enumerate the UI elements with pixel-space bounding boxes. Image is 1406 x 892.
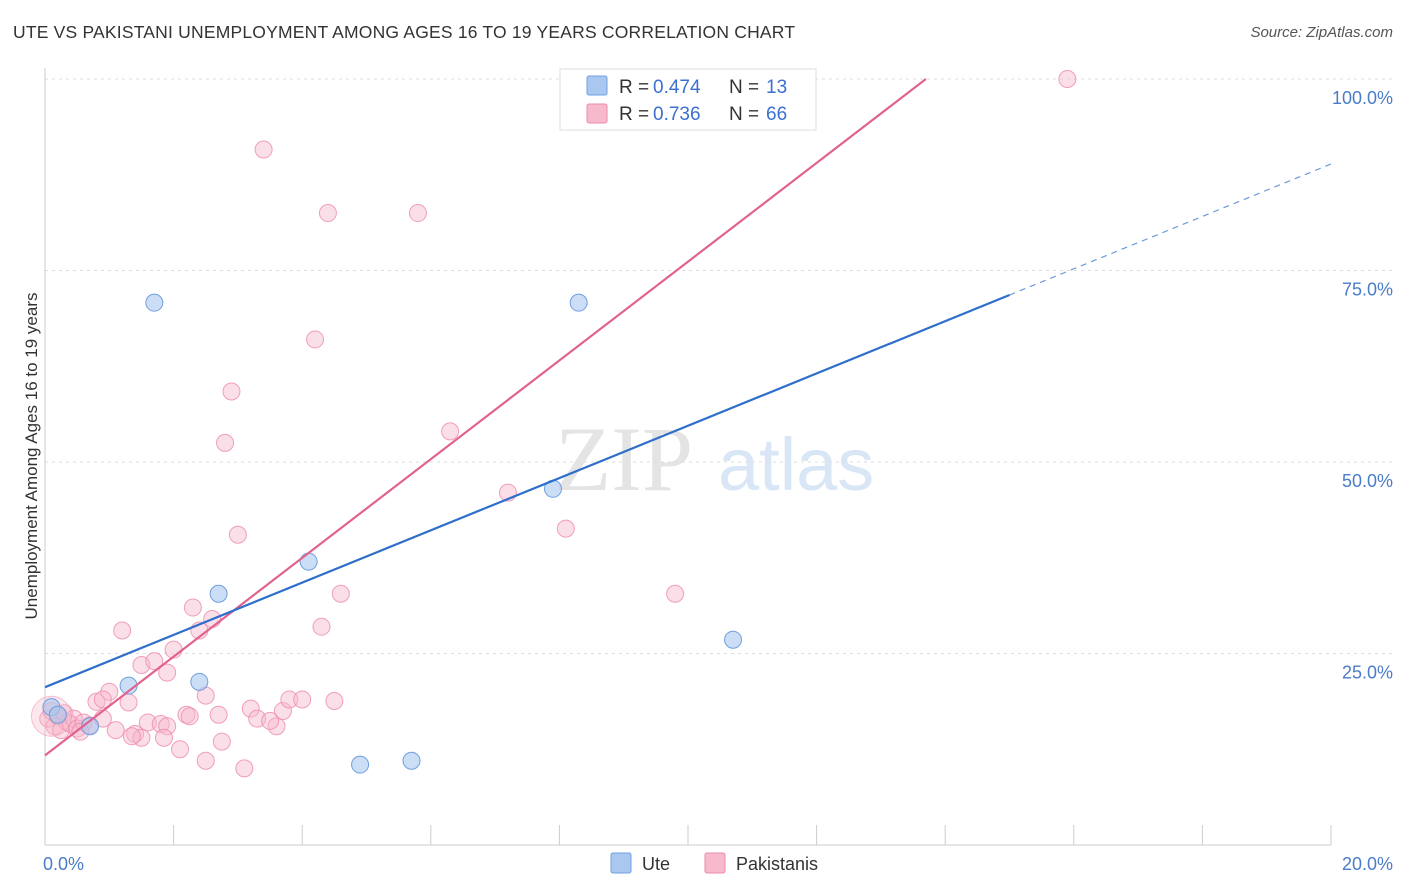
pakistanis-point [209, 705, 228, 724]
pakistanis-point [177, 705, 196, 724]
pakistanis-point [228, 525, 247, 544]
pakistanis-point [180, 707, 199, 726]
pakistanis-point [196, 751, 215, 770]
bottom-legend: Ute Pakistanis [610, 852, 818, 874]
pakistanis-trend-line [44, 78, 927, 757]
ute-point [351, 755, 370, 774]
y-axis-title: Unemployment Among Ages 16 to 19 years [22, 293, 41, 620]
pakistanis-point [666, 584, 685, 603]
pakistanis-point [273, 701, 292, 720]
x-tick-label-0: 0.0% [43, 854, 84, 874]
legend-ute-r-label: R = [619, 77, 649, 98]
pakistanis-point [293, 690, 312, 709]
chart-title: UTE VS PAKISTANI UNEMPLOYMENT AMONG AGES… [13, 22, 796, 42]
y-tick-label-2: 75.0% [1342, 280, 1393, 300]
pakistanis-point [441, 422, 460, 441]
legend-ute-n-label: N = [729, 77, 759, 98]
ute-point [145, 293, 164, 312]
pakistanis-point [171, 740, 190, 759]
pakistanis-point [93, 690, 112, 709]
pakistanis-point [113, 621, 132, 640]
bottom-legend-ute-swatch [610, 852, 632, 874]
pakistanis-point [261, 711, 280, 730]
ute-point [402, 751, 421, 770]
watermark: ZIP atlas [555, 408, 874, 510]
pakistanis-point [138, 713, 157, 732]
pakistanis-points [30, 70, 1077, 778]
top-legend: R = 0.474 N = 13 R = 0.736 N = 66 [559, 68, 817, 131]
pakistanis-point [408, 204, 427, 223]
chart-source: Source: ZipAtlas.com [1250, 24, 1393, 41]
pakistanis-point [331, 584, 350, 603]
pakistanis-point [556, 519, 575, 538]
tick-layer: 25.0% 50.0% 75.0% 100.0% 0.0% 20.0% [43, 88, 1393, 874]
ute-points [42, 293, 743, 774]
ute-point [299, 552, 318, 571]
pakistanis-point [183, 598, 202, 617]
ute-trend-extension [1009, 163, 1332, 296]
pakistanis-point [312, 617, 331, 636]
grid-layer [45, 78, 1395, 654]
pakistanis-point [158, 717, 177, 736]
pakistanis-point [216, 433, 235, 452]
pakistanis-point [100, 682, 119, 701]
pakistanis-point [222, 382, 241, 401]
ute-point [190, 672, 209, 691]
pakistanis-point [325, 691, 344, 710]
bottom-legend-pak-swatch [704, 852, 726, 874]
ute-point [724, 630, 743, 649]
pakistanis-point [158, 663, 177, 682]
ute-point [209, 584, 228, 603]
pakistanis-point [306, 330, 325, 349]
watermark-zip: ZIP [555, 408, 693, 510]
pakistanis-point [280, 690, 299, 709]
pakistanis-point [212, 732, 231, 751]
legend-pak-n-label: N = [729, 104, 759, 125]
pakistanis-point [235, 759, 254, 778]
y-tick-label-3: 100.0% [1332, 88, 1393, 108]
pakistanis-point [61, 714, 80, 733]
trend-layer [44, 78, 1332, 757]
bottom-legend-pak-label: Pakistanis [736, 854, 818, 874]
ute-point [48, 705, 67, 724]
pakistanis-point [122, 727, 141, 746]
ute-trend-line [44, 293, 1010, 689]
pakistanis-point [106, 721, 125, 740]
legend-pak-r-label: R = [619, 104, 649, 125]
watermark-atlas: atlas [718, 423, 874, 506]
legend-pak-swatch [586, 103, 608, 124]
x-tick-label-1: 20.0% [1342, 854, 1393, 874]
pakistanis-point [132, 728, 151, 747]
ute-point [569, 293, 588, 312]
y-tick-label-1: 50.0% [1342, 471, 1393, 491]
legend-pak-n-value: 66 [766, 104, 787, 125]
bottom-legend-ute-label: Ute [642, 854, 670, 874]
pakistanis-point [154, 728, 173, 747]
pakistanis-point [1058, 70, 1077, 88]
y-tick-label-0: 25.0% [1342, 663, 1393, 683]
legend-pak-r-value: 0.736 [653, 104, 701, 125]
pakistanis-point [241, 699, 260, 718]
pakistanis-point [254, 140, 273, 159]
legend-ute-swatch [586, 75, 608, 96]
pakistanis-point [318, 204, 337, 223]
legend-ute-r-value: 0.474 [653, 77, 701, 98]
legend-ute-n-value: 13 [766, 77, 787, 98]
pakistanis-point [145, 652, 164, 671]
